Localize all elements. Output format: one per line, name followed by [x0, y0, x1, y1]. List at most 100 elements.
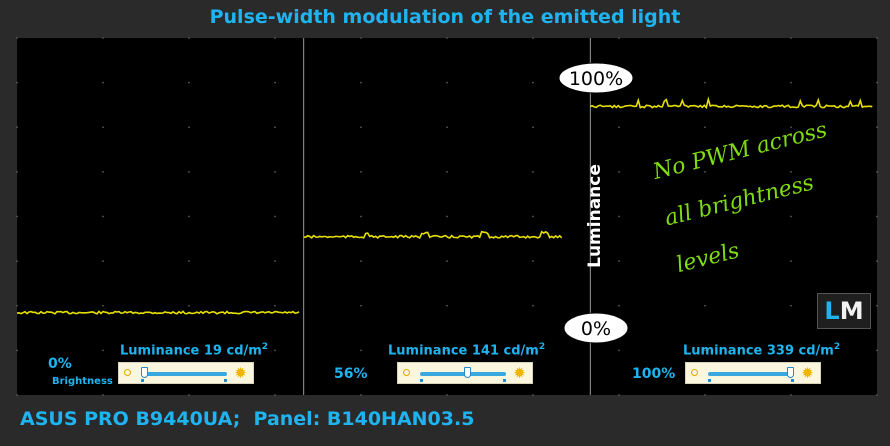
- grid-dot: [360, 349, 362, 352]
- marker-ellipse-100: [558, 62, 634, 94]
- grid-dot: [360, 394, 362, 396]
- grid-dot: [876, 215, 878, 218]
- grid-dot: [188, 215, 190, 218]
- logo-letter-m: M: [839, 297, 864, 325]
- luminance-value: Luminance 141 cd/m: [388, 343, 539, 359]
- grid-dot: [274, 304, 276, 307]
- grid-dot: [876, 170, 878, 173]
- luminance-value: Luminance 19 cd/m: [120, 343, 262, 359]
- chart-title: Pulse-width modulation of the emitted li…: [209, 6, 681, 28]
- grid-dot: [618, 304, 620, 307]
- grid-dot: [360, 81, 362, 84]
- grid-dot: [532, 81, 534, 84]
- grid-dot: [618, 349, 620, 352]
- grid-dot: [618, 394, 620, 396]
- slider-max-tick: [503, 379, 506, 382]
- grid-dot: [188, 126, 190, 129]
- bright-sun-icon: ✹: [513, 364, 526, 382]
- grid-dot: [274, 81, 276, 84]
- grid-dot: [188, 81, 190, 84]
- grid-dot: [102, 394, 104, 396]
- grid-dot: [532, 349, 534, 352]
- grid-dot: [446, 37, 448, 39]
- grid-dot: [188, 304, 190, 307]
- grid-dot: [876, 260, 878, 263]
- grid-dot: [704, 170, 706, 173]
- y-markers: 100% 0%: [558, 62, 634, 344]
- brightness-percent: 100%: [632, 366, 676, 382]
- slider-min-tick: [141, 379, 144, 382]
- grid-dot: [274, 126, 276, 129]
- grid-dot: [790, 304, 792, 307]
- slider-max-tick: [791, 379, 794, 382]
- slider-thumb: [787, 367, 794, 378]
- trace-segment-2: [303, 230, 563, 239]
- grid-dot: [532, 126, 534, 129]
- grid-dot: [102, 304, 104, 307]
- dim-sun-icon: [691, 369, 698, 376]
- luminance-label: Luminance 339 cd/m2: [683, 342, 840, 358]
- grid-dot: [274, 37, 276, 39]
- grid-dot: [876, 304, 878, 307]
- grid-dot: [102, 170, 104, 173]
- grid-dot: [876, 126, 878, 129]
- grid-dot: [704, 260, 706, 263]
- luminance-unit-exponent: 2: [261, 342, 269, 352]
- grid-dot: [790, 394, 792, 396]
- grid-dot: [16, 394, 18, 396]
- grid-dot: [102, 215, 104, 218]
- grid-dot: [16, 37, 18, 39]
- luminance-value: Luminance 339 cd/m: [683, 343, 834, 359]
- slider-track: [141, 372, 227, 376]
- grid-dot: [16, 126, 18, 129]
- grid-dot: [188, 394, 190, 396]
- grid-dot: [274, 260, 276, 263]
- grid-dot: [16, 260, 18, 263]
- grid-dot: [16, 349, 18, 352]
- grid-dot: [360, 126, 362, 129]
- grid-dot: [790, 81, 792, 84]
- grid-dot: [16, 304, 18, 307]
- slider-track: [420, 372, 506, 376]
- slider-thumb: [141, 367, 148, 378]
- grid-dot: [704, 81, 706, 84]
- grid-dot: [102, 37, 104, 39]
- grid-dot: [532, 170, 534, 173]
- slider-min-tick: [420, 379, 423, 382]
- traces: [16, 96, 873, 315]
- slider-min-tick: [708, 379, 711, 382]
- grid-dot: [446, 260, 448, 263]
- grid-dot: [102, 260, 104, 263]
- grid-dot: [360, 37, 362, 39]
- grid-dot: [446, 170, 448, 173]
- grid-dot: [704, 394, 706, 396]
- grid-dot: [532, 304, 534, 307]
- dim-sun-icon: [403, 369, 410, 376]
- grid-dot: [446, 304, 448, 307]
- grid-dot: [532, 394, 534, 396]
- grid-dot: [16, 81, 18, 84]
- bright-sun-icon: ✹: [801, 364, 814, 382]
- grid-dot: [876, 37, 878, 39]
- slider-track: [708, 372, 794, 376]
- luminance-unit-exponent: 2: [833, 342, 841, 352]
- grid-dot: [532, 37, 534, 39]
- grid-dot: [704, 349, 706, 352]
- marker-ellipse-0: [563, 312, 629, 344]
- brightness-label: Brightness: [52, 376, 113, 387]
- grid-dot: [618, 170, 620, 173]
- grid-dot: [790, 170, 792, 173]
- grid-dot: [16, 215, 18, 218]
- dim-sun-icon: [124, 369, 131, 376]
- slider-max-tick: [224, 379, 227, 382]
- brightness-percent: 0%: [48, 356, 72, 372]
- marker-label-0: 0%: [581, 318, 611, 340]
- grid-dot: [876, 349, 878, 352]
- trace-segment-3: [590, 96, 873, 110]
- grid-dot: [360, 215, 362, 218]
- trace-segment-1: [16, 310, 300, 315]
- grid-dot: [102, 81, 104, 84]
- grid-dot: [188, 170, 190, 173]
- grid-dot: [360, 304, 362, 307]
